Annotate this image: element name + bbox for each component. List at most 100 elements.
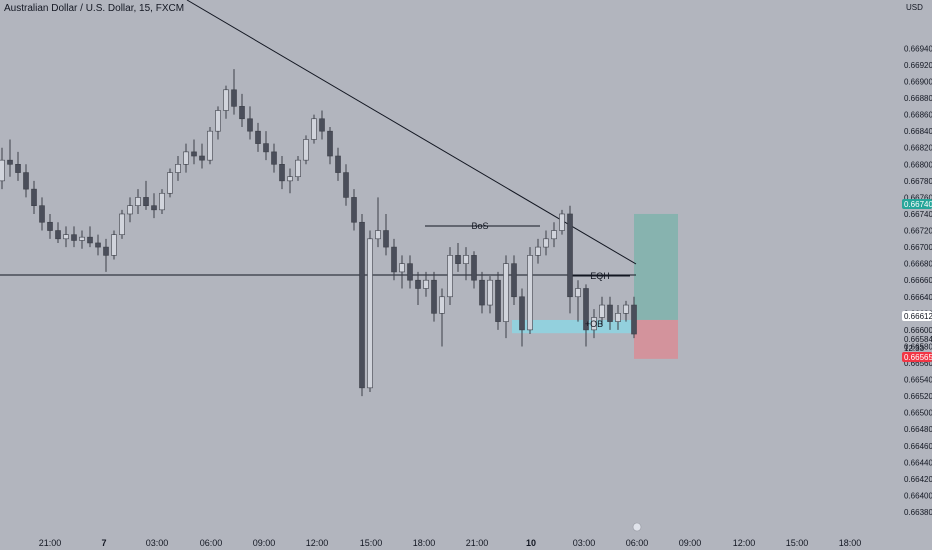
candle-body	[31, 188, 37, 206]
candle-body	[71, 234, 77, 241]
y-tick-label: 0.66380	[904, 508, 932, 517]
last-price-label: 0.66612	[904, 312, 932, 321]
stop-price-label: 0.66565	[904, 353, 932, 362]
candle-body	[319, 118, 325, 132]
price-axis[interactable]: 0.66940 0.66920 0.66900 0.66880 0.66860 0.668…	[904, 44, 932, 517]
candle-body	[95, 242, 101, 248]
candle-body	[383, 230, 389, 248]
candle-body	[543, 238, 549, 248]
y-tick-label: 0.66500	[904, 409, 932, 418]
candle-body	[375, 230, 381, 240]
candle-body	[135, 197, 141, 206]
annotation-label: BoS	[471, 221, 488, 231]
candle-body	[287, 176, 293, 182]
y-tick-label: 0.66420	[904, 475, 932, 484]
x-tick-label: 03:00	[573, 538, 596, 548]
candle-body	[471, 255, 477, 281]
candle-body	[335, 155, 341, 173]
candle-body	[591, 317, 597, 331]
y-tick-label: 0.66460	[904, 442, 932, 451]
y-tick-label: 0.66900	[904, 78, 932, 87]
candle-body	[55, 230, 61, 240]
candle-body	[607, 304, 613, 322]
candle-body	[303, 139, 309, 161]
candle-body	[295, 159, 301, 178]
x-tick-label: 7	[101, 538, 106, 548]
candle-body	[551, 230, 557, 240]
chart-title: Australian Dollar / U.S. Dollar, 15, FXC…	[4, 3, 185, 14]
x-tick-label: 21:00	[39, 538, 62, 548]
stop-zone	[634, 319, 678, 359]
x-tick-label: 12:00	[306, 538, 329, 548]
candle-body	[183, 151, 189, 165]
candle-body	[463, 255, 469, 264]
currency-label: USD	[906, 3, 923, 12]
stop-price-badge	[902, 352, 932, 362]
candle-body	[127, 205, 133, 215]
candle-body	[511, 263, 517, 298]
y-tick-label: 0.66720	[904, 227, 932, 236]
y-tick-label: 0.66400	[904, 491, 932, 500]
candle-body	[615, 313, 621, 322]
y-tick-label: 0.66680	[904, 260, 932, 269]
countdown-price-label: 12:33	[904, 344, 925, 353]
x-tick-label: 09:00	[679, 538, 702, 548]
candle-body	[631, 304, 637, 335]
candle-body	[439, 296, 445, 314]
x-tick-label: 18:00	[839, 538, 862, 548]
candle-body	[175, 163, 181, 173]
candle-body	[599, 304, 605, 318]
target-price-badge	[902, 199, 932, 209]
candle-body	[207, 130, 213, 161]
y-tick-label: 0.66820	[904, 144, 932, 153]
annotation-label: EQH	[590, 271, 610, 281]
candle-body	[535, 246, 541, 256]
candle-body	[519, 296, 525, 331]
candle-body	[407, 263, 413, 281]
y-tick-label: 0.66920	[904, 61, 932, 70]
candle-body	[279, 163, 285, 182]
x-tick-label: 06:00	[200, 538, 223, 548]
y-tick-label: 0.66840	[904, 127, 932, 136]
candle-body	[15, 163, 21, 173]
candle-body	[559, 213, 565, 231]
candle-body	[415, 279, 421, 289]
x-tick-label: 21:00	[466, 538, 489, 548]
candle-body	[583, 288, 589, 331]
x-tick-label: 15:00	[786, 538, 809, 548]
candle-body	[23, 172, 29, 190]
y-tick-label: 0.66700	[904, 243, 932, 252]
y-tick-label: 0.66780	[904, 177, 932, 186]
candle-body	[327, 130, 333, 157]
y-tick-label: 0.66740	[904, 210, 932, 219]
candle-body	[359, 221, 365, 389]
x-tick-label: 10	[526, 538, 536, 548]
candle-body	[487, 279, 493, 306]
candle-body	[79, 236, 85, 241]
x-tick-label: 15:00	[360, 538, 383, 548]
candle-body	[575, 288, 581, 298]
candle-body	[39, 205, 45, 223]
candle-body	[111, 234, 117, 256]
time-axis[interactable]: 21:00 7 03:00 06:00 09:00 12:00 15:00 18:00 21:0…	[39, 538, 862, 548]
candle-body	[263, 143, 269, 153]
x-tick-label: 18:00	[413, 538, 436, 548]
candle-body	[447, 255, 453, 298]
candle-body	[311, 118, 317, 140]
candle-body	[239, 106, 245, 120]
candle-body	[503, 263, 509, 322]
y-tick-label: 0.66580	[904, 342, 932, 351]
target-zone	[634, 213, 678, 320]
candle-body	[271, 151, 277, 165]
candle-body	[567, 213, 573, 298]
candle-body	[431, 279, 437, 314]
session-marker-icon[interactable]	[632, 522, 642, 532]
y-tick-label: 0.66520	[904, 392, 932, 401]
candle-body	[423, 279, 429, 289]
candles-layer	[0, 69, 637, 397]
candle-body	[215, 110, 221, 132]
candle-body	[367, 238, 373, 389]
x-tick-label: 09:00	[253, 538, 276, 548]
